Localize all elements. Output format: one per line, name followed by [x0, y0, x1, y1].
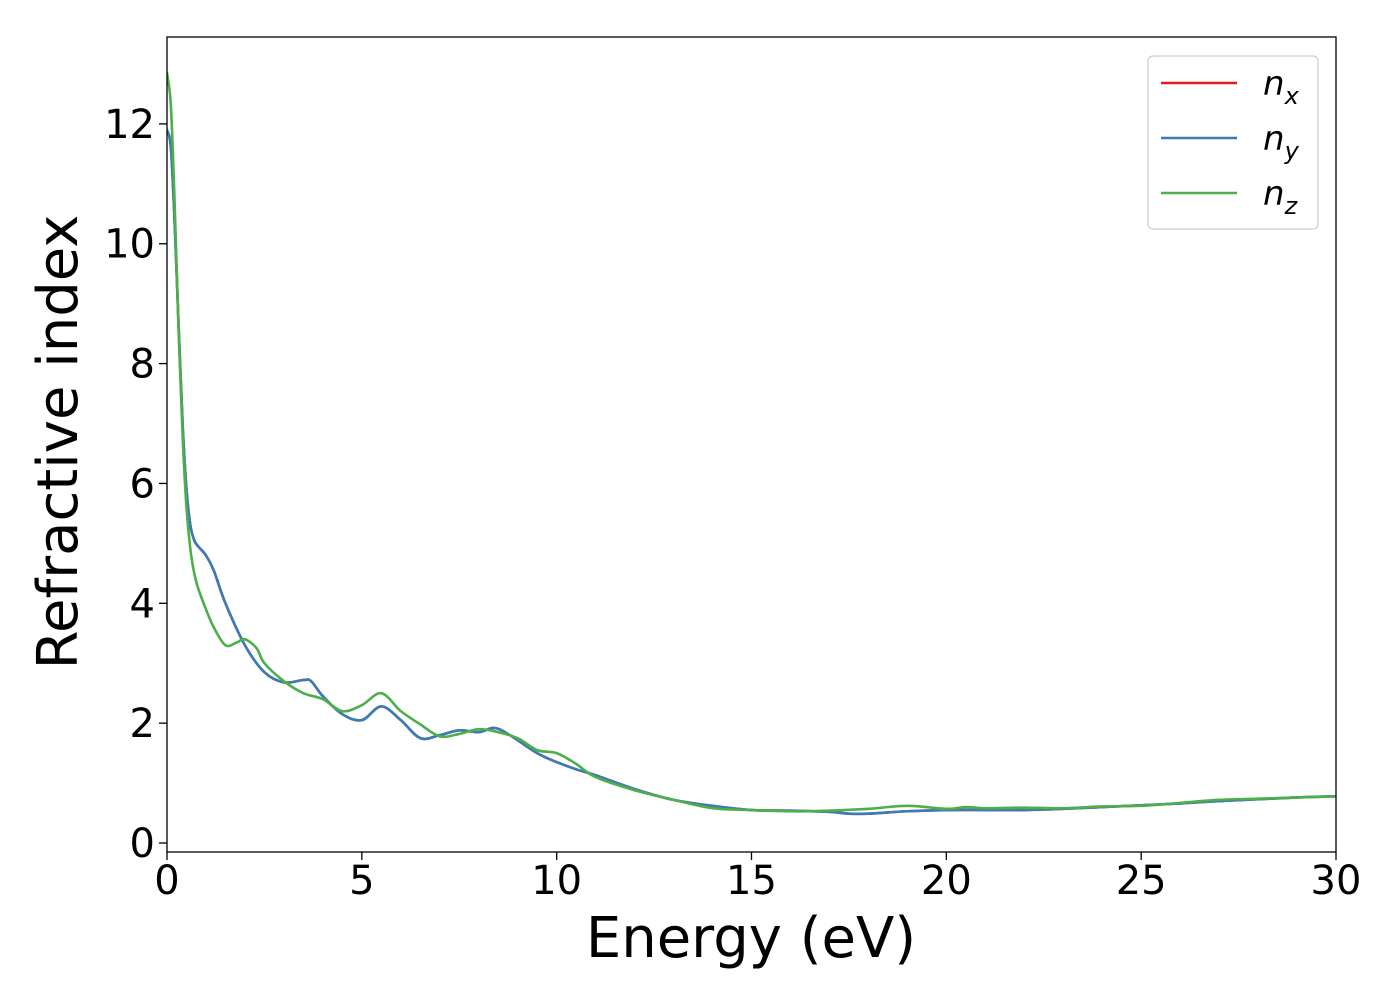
- legend-box: [1147, 55, 1319, 230]
- y-tick-label: 2: [130, 701, 155, 747]
- y-tick-label: 12: [104, 102, 155, 148]
- series-line-nz: [167, 71, 1336, 813]
- y-axis: 0 2 4 6 8 10 12: [104, 102, 167, 867]
- x-tick-label: 20: [921, 858, 972, 904]
- y-tick-label: 8: [130, 342, 155, 388]
- x-tick-label: 0: [154, 858, 179, 904]
- x-tick-label: 15: [726, 858, 777, 904]
- x-tick-label: 30: [1311, 858, 1362, 904]
- x-axis-title: Energy (eV): [586, 906, 916, 971]
- x-tick-label: 10: [531, 858, 582, 904]
- series-line-ny: [167, 128, 1336, 816]
- y-tick-label: 10: [104, 222, 155, 268]
- y-axis-title: Refractive index: [26, 215, 91, 670]
- x-axis: 0 5 10 15 20 25 30: [154, 852, 1361, 904]
- y-tick-label: 0: [130, 821, 155, 867]
- y-tick-label: 4: [130, 581, 155, 627]
- x-tick-label: 5: [349, 858, 374, 904]
- y-tick-label: 6: [130, 461, 155, 507]
- series-lines: [167, 71, 1336, 816]
- legend-label-nz: nz: [1263, 174, 1299, 220]
- x-tick-label: 25: [1116, 858, 1167, 904]
